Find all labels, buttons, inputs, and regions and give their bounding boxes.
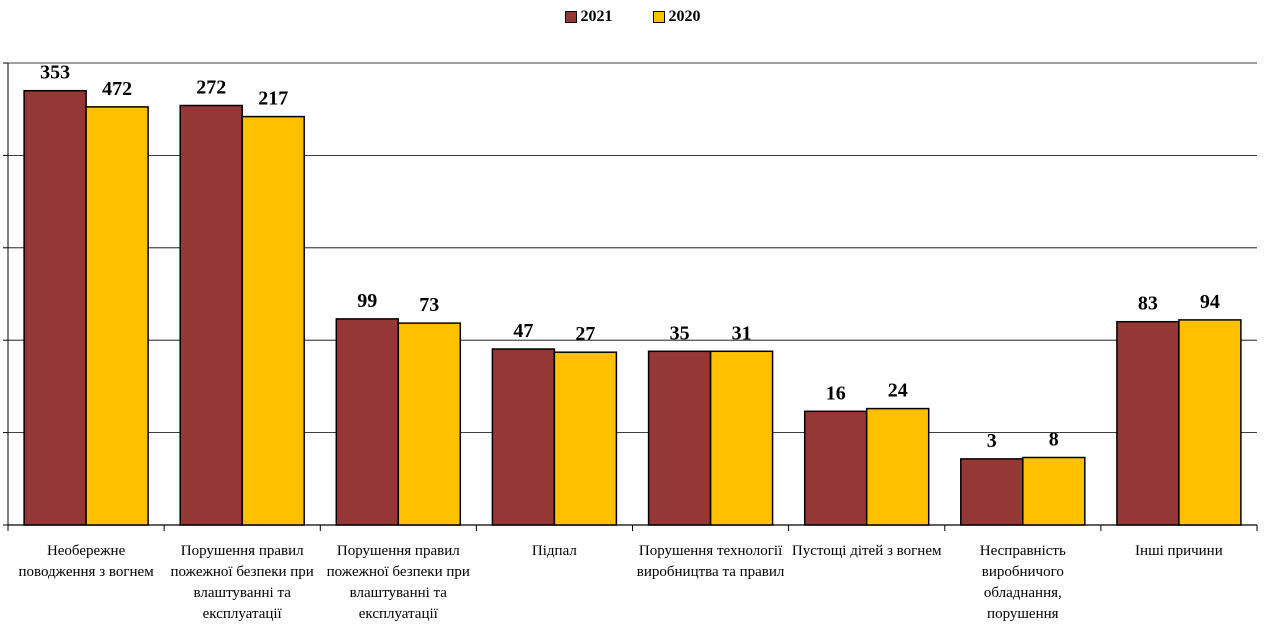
category-label: Порушення технології виробництва та прав…: [636, 543, 785, 580]
data-label-2021-3: 47: [513, 320, 533, 342]
bar-2020-0: [85, 106, 149, 526]
legend-label-2020: 2020: [668, 8, 701, 25]
bar-2020-6: [1022, 456, 1086, 526]
data-label-2021-4: 35: [670, 322, 690, 344]
data-label-2020-6: 8: [1049, 429, 1059, 451]
bar-2021-5: [803, 410, 868, 526]
legend-item-2021: 2021: [564, 8, 613, 26]
data-label-2020-0: 472: [102, 78, 132, 100]
data-label-2020-2: 73: [419, 294, 439, 316]
bar-2020-3: [553, 351, 618, 526]
data-label-2021-0: 353: [40, 62, 70, 84]
bar-2020-7: [1178, 319, 1242, 526]
data-label-2021-6: 3: [987, 430, 997, 452]
bar-2020-1: [241, 115, 305, 526]
bar-2021-7: [1116, 320, 1180, 526]
data-label-2020-4: 31: [732, 322, 752, 344]
data-label-2021-7: 83: [1138, 293, 1158, 315]
data-label-2020-7: 94: [1200, 291, 1220, 313]
bar-2021-2: [335, 318, 400, 526]
category-label: Підпал: [531, 543, 577, 559]
legend-swatch-2021: [564, 11, 577, 23]
bar-2020-4: [709, 350, 774, 526]
legend-item-2020: 2020: [652, 8, 701, 26]
data-label-2020-5: 24: [888, 380, 908, 402]
data-label-2021-5: 16: [826, 382, 846, 404]
legend-label-2021: 2021: [580, 8, 613, 25]
data-label-2021-1: 272: [196, 77, 226, 99]
category-label: Порушення правил пожежної безпеки при вл…: [326, 543, 470, 622]
category-label: Пустощі дітей з вогнем: [791, 543, 942, 559]
bar-2021-0: [23, 89, 87, 526]
data-label-2020-1: 217: [258, 88, 288, 110]
data-label-2021-2: 99: [357, 290, 377, 312]
bar-2021-3: [491, 348, 556, 526]
category-label: Необережне поводження з вогнем: [18, 543, 154, 580]
category-label: Порушення правил пожежної безпеки при вл…: [170, 543, 314, 622]
bar-2021-4: [647, 350, 712, 526]
category-label: Інші причини: [1135, 543, 1223, 559]
legend: 2021 2020: [0, 8, 1265, 28]
bar-2021-1: [179, 104, 243, 526]
data-label-2020-3: 27: [575, 323, 595, 345]
bar-2020-2: [397, 322, 462, 526]
bar-2020-5: [865, 407, 930, 526]
category-label: Несправність виробничого обладнання, пор…: [979, 543, 1066, 622]
legend-swatch-2020: [652, 11, 665, 23]
bar-2021-6: [960, 458, 1024, 526]
